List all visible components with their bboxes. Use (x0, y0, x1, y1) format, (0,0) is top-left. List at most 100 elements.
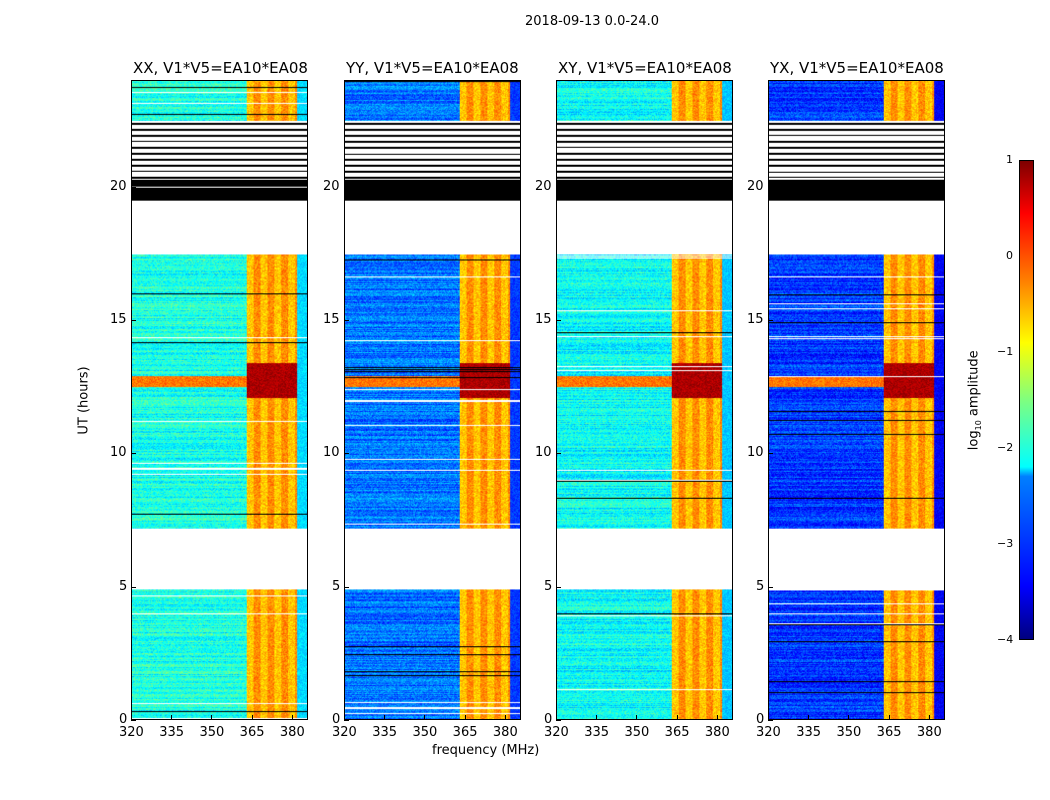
y-tick (768, 320, 773, 321)
y-tick (344, 320, 349, 321)
x-tick (848, 715, 850, 720)
heatmap-cells (345, 81, 520, 719)
heatmap-panel (556, 80, 733, 720)
x-tick-label: 335 (584, 725, 610, 740)
x-tick-label: 380 (492, 725, 518, 740)
y-axis-label: UT (hours) (76, 366, 92, 435)
panel-title: XX, V1*V5=EA10*EA08 (133, 59, 308, 77)
x-tick-label: 320 (544, 725, 569, 740)
figure-title: 2018-09-13 0.0-24.0 (525, 14, 659, 29)
y-tick-label: 0 (119, 712, 128, 727)
x-tick-label: 335 (159, 725, 185, 740)
x-tick-label: 365 (876, 725, 902, 740)
heatmap-cells (769, 81, 944, 719)
x-tick (808, 715, 810, 720)
x-tick-label: 365 (452, 725, 478, 740)
y-tick-label: 20 (747, 178, 764, 194)
y-tick-label: 5 (119, 578, 128, 594)
y-tick-label: 20 (110, 178, 127, 194)
colorbar-tick-label: 0 (1006, 249, 1013, 262)
y-tick (556, 186, 561, 188)
x-tick (171, 715, 173, 720)
y-tick (344, 720, 349, 721)
panel-title: YX, V1*V5=EA10*EA08 (770, 59, 944, 77)
y-tick-label: 5 (756, 578, 765, 594)
y-tick (344, 586, 349, 588)
x-tick-label: 365 (239, 725, 265, 740)
y-tick (131, 586, 136, 588)
heatmap-panel (344, 80, 521, 720)
x-tick (768, 715, 769, 720)
x-tick-label: 350 (199, 725, 225, 740)
x-tick (464, 715, 466, 720)
heatmap-cells (557, 81, 732, 719)
y-tick (768, 720, 773, 721)
y-tick (131, 186, 136, 188)
x-tick (596, 715, 598, 720)
colorbar-tick-label: −3 (997, 537, 1014, 550)
x-tick (131, 715, 132, 720)
y-tick-label: 10 (110, 445, 127, 461)
x-tick (556, 715, 557, 720)
y-tick-label: 5 (332, 578, 341, 594)
y-tick (344, 186, 349, 188)
x-tick-label: 350 (624, 725, 650, 740)
x-tick (424, 715, 426, 720)
x-tick-label: 380 (279, 725, 305, 740)
colorbar-tick-label: −1 (997, 345, 1014, 358)
x-axis-label: frequency (MHz) (432, 743, 540, 758)
y-tick (131, 720, 136, 721)
colorbar (1019, 160, 1034, 640)
heatmap-panel (131, 80, 308, 720)
x-tick-label: 365 (664, 725, 690, 740)
x-tick-label: 380 (916, 725, 942, 740)
y-tick-label: 10 (323, 445, 340, 461)
y-tick (768, 453, 773, 455)
x-tick-label: 335 (372, 725, 398, 740)
x-tick (716, 715, 718, 720)
x-tick-label: 335 (796, 725, 822, 740)
y-tick-label: 0 (332, 712, 341, 727)
y-tick (556, 453, 561, 455)
x-tick (344, 715, 345, 720)
x-tick-label: 350 (836, 725, 862, 740)
y-tick-label: 20 (323, 178, 340, 194)
y-tick-label: 15 (535, 312, 552, 327)
x-tick (928, 715, 930, 720)
x-tick-label: 320 (119, 725, 144, 740)
y-tick-label: 0 (544, 712, 553, 727)
y-tick-label: 15 (747, 312, 764, 327)
y-tick-label: 10 (535, 445, 552, 461)
x-tick (251, 715, 253, 720)
y-tick (556, 586, 561, 588)
x-tick-label: 320 (756, 725, 781, 740)
y-tick-label: 20 (535, 178, 552, 194)
y-tick-label: 10 (747, 445, 764, 461)
y-tick (344, 453, 349, 455)
x-tick (504, 715, 506, 720)
colorbar-tick-label: −2 (997, 441, 1014, 454)
y-tick-label: 0 (756, 712, 765, 727)
panel-title: YY, V1*V5=EA10*EA08 (346, 59, 519, 77)
colorbar-tick-label: −4 (997, 633, 1014, 646)
x-tick (888, 715, 890, 720)
y-tick (556, 720, 561, 721)
y-tick (131, 453, 136, 455)
panel-title: XY, V1*V5=EA10*EA08 (558, 59, 732, 77)
x-tick (211, 715, 213, 720)
y-tick (556, 320, 561, 321)
x-tick (676, 715, 678, 720)
x-tick (636, 715, 638, 720)
y-tick (768, 186, 773, 188)
y-tick-label: 15 (110, 312, 127, 327)
y-tick-label: 5 (544, 578, 553, 594)
heatmap-panel (768, 80, 945, 720)
y-tick (131, 320, 136, 321)
y-tick-label: 15 (323, 312, 340, 327)
x-tick-label: 350 (412, 725, 438, 740)
colorbar-label: log10 amplitude (966, 350, 984, 451)
y-tick (768, 586, 773, 588)
colorbar-tick-label: 1 (1006, 153, 1013, 166)
x-tick-label: 320 (332, 725, 357, 740)
